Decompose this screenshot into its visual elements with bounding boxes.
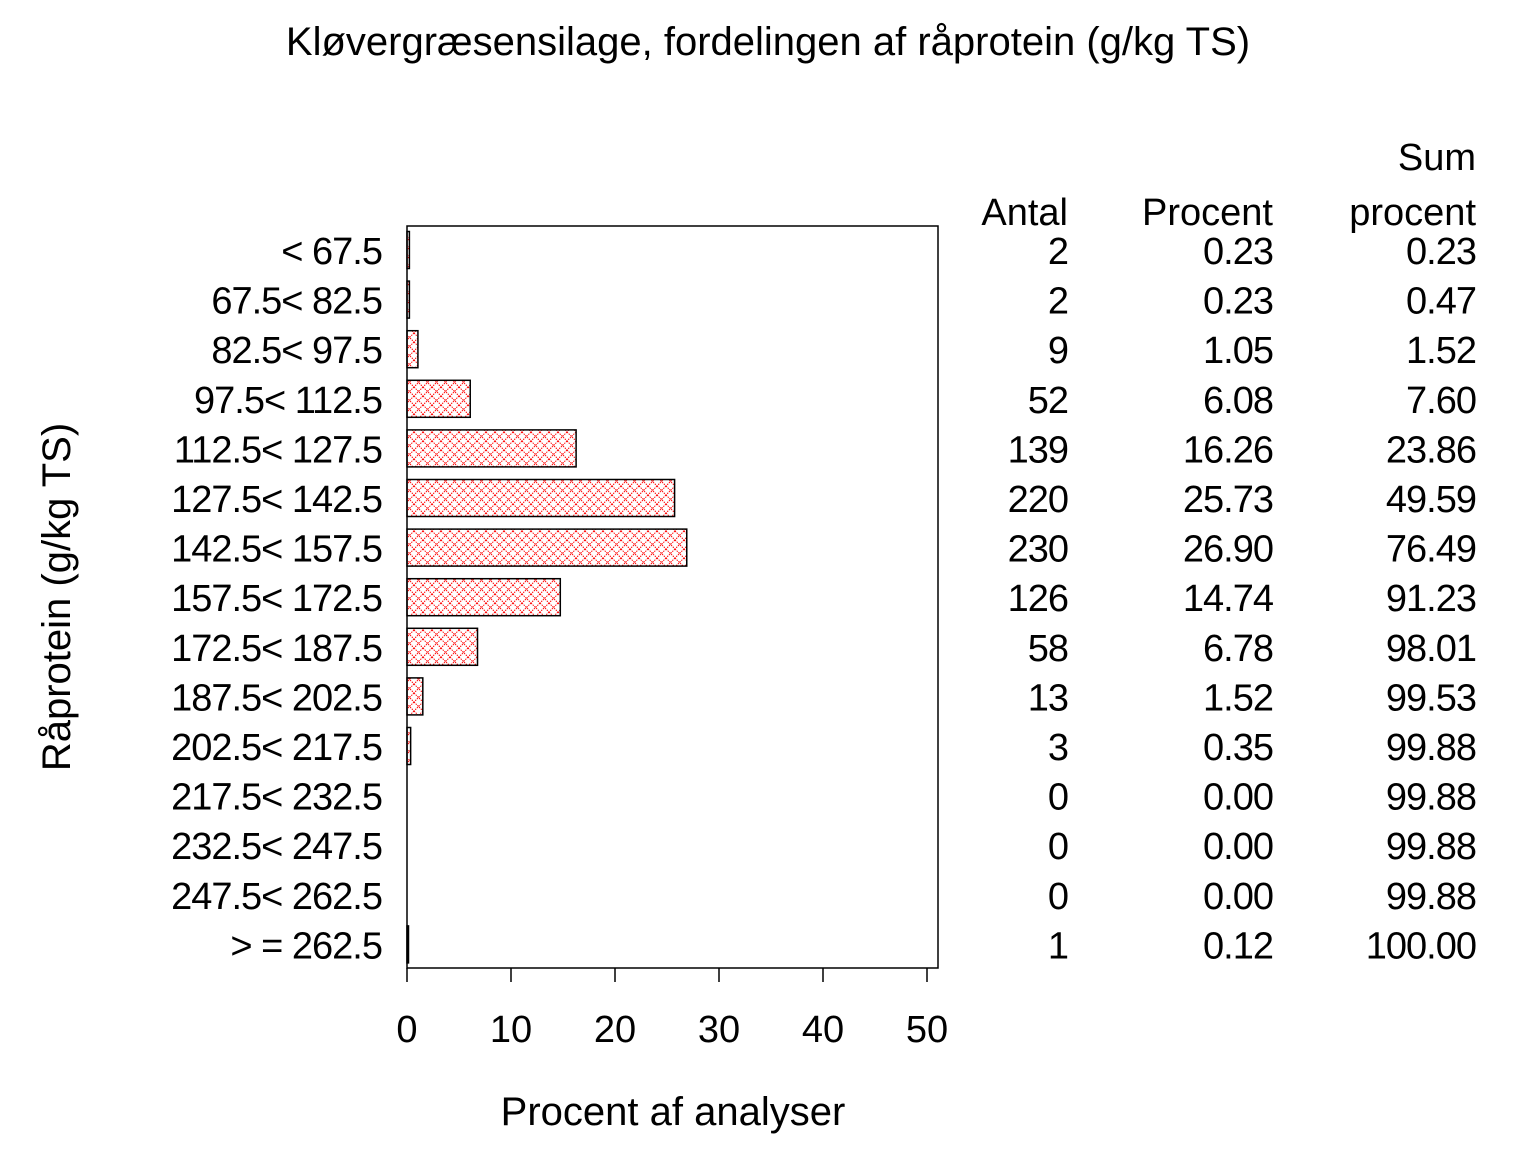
sum-procent-value: 0.23 bbox=[1406, 231, 1476, 273]
sum-procent-value: 23.86 bbox=[1386, 429, 1476, 471]
antal-value: 2 bbox=[1048, 231, 1068, 273]
sum-procent-value: 99.88 bbox=[1386, 876, 1476, 918]
bar bbox=[406, 726, 412, 766]
x-tick-label: 0 bbox=[396, 1009, 417, 1051]
procent-value: 0.23 bbox=[1203, 281, 1273, 323]
sum-procent-value: 7.60 bbox=[1406, 380, 1476, 422]
y-tick-label: 187.5< 202.5 bbox=[171, 677, 382, 719]
bar bbox=[406, 379, 471, 419]
sum-procent-value: 99.88 bbox=[1386, 727, 1476, 769]
antal-value: 230 bbox=[1008, 529, 1068, 571]
y-tick-label: 232.5< 247.5 bbox=[171, 826, 382, 868]
bar bbox=[406, 280, 411, 319]
sum-procent-value: 98.01 bbox=[1386, 628, 1476, 670]
procent-value: 0.00 bbox=[1203, 826, 1273, 868]
y-tick-label: 97.5< 112.5 bbox=[194, 380, 382, 422]
y-tick-label: 82.5< 97.5 bbox=[211, 330, 382, 372]
chart-title: Kløvergræsensilage, fordelingen af råpro… bbox=[286, 20, 1250, 64]
antal-value: 13 bbox=[1028, 677, 1068, 719]
bar bbox=[406, 329, 419, 369]
antal-value: 126 bbox=[1008, 578, 1068, 620]
y-tick-label: 247.5< 262.5 bbox=[171, 876, 382, 918]
bar bbox=[406, 429, 577, 468]
antal-value: 220 bbox=[1008, 479, 1068, 521]
bar bbox=[406, 230, 411, 270]
sum-procent-value: 99.53 bbox=[1386, 677, 1476, 719]
antal-value: 139 bbox=[1008, 429, 1068, 471]
sum-procent-value: 49.59 bbox=[1386, 479, 1476, 521]
y-tick-label: 217.5< 232.5 bbox=[171, 777, 382, 819]
y-tick-label: 202.5< 217.5 bbox=[171, 727, 382, 769]
x-tick-label: 50 bbox=[906, 1009, 948, 1051]
procent-header-line2: Procent bbox=[1142, 192, 1273, 234]
y-tick-label: 112.5< 127.5 bbox=[174, 429, 382, 471]
sum-header-line2: procent bbox=[1349, 192, 1476, 234]
x-tick-label: 30 bbox=[698, 1009, 740, 1051]
y-tick-label: 172.5< 187.5 bbox=[171, 628, 382, 670]
sum-procent-value: 99.88 bbox=[1386, 826, 1476, 868]
procent-value: 0.35 bbox=[1203, 727, 1273, 769]
y-tick-label: 157.5< 172.5 bbox=[171, 578, 382, 620]
sum-procent-value: 76.49 bbox=[1386, 529, 1476, 571]
antal-value: 3 bbox=[1048, 727, 1068, 769]
antal-value: 58 bbox=[1028, 628, 1068, 670]
antal-value: 0 bbox=[1048, 876, 1068, 918]
bar bbox=[406, 677, 424, 716]
antal-value: 52 bbox=[1028, 380, 1068, 422]
sum-procent-value: 99.88 bbox=[1386, 777, 1476, 819]
y-tick-label: 127.5< 142.5 bbox=[171, 479, 382, 521]
y-tick-label: 67.5< 82.5 bbox=[211, 281, 382, 323]
sum-procent-value: 0.47 bbox=[1406, 281, 1476, 323]
procent-value: 1.52 bbox=[1203, 677, 1273, 719]
procent-value: 0.12 bbox=[1203, 925, 1273, 967]
procent-value: 25.73 bbox=[1183, 479, 1273, 521]
procent-value: 26.90 bbox=[1183, 529, 1273, 571]
procent-value: 14.74 bbox=[1183, 578, 1274, 620]
antal-value: 0 bbox=[1048, 826, 1068, 868]
procent-value: 0.00 bbox=[1203, 777, 1273, 819]
procent-value: 0.00 bbox=[1203, 876, 1273, 918]
procent-value: 16.26 bbox=[1183, 429, 1273, 471]
procent-value: 1.05 bbox=[1203, 330, 1273, 372]
bar bbox=[406, 478, 676, 518]
antal-value: 0 bbox=[1048, 777, 1068, 819]
antal-value: 2 bbox=[1048, 281, 1068, 323]
bar bbox=[406, 577, 562, 617]
x-tick-label: 10 bbox=[490, 1009, 532, 1051]
y-axis-label: Råprotein (g/kg TS) bbox=[35, 423, 79, 771]
y-tick-label: > = 262.5 bbox=[230, 925, 382, 967]
x-tick-label: 40 bbox=[802, 1009, 844, 1051]
sum-procent-value: 91.23 bbox=[1386, 578, 1476, 620]
bar bbox=[406, 925, 410, 964]
sum-header-line1: Sum bbox=[1398, 137, 1476, 179]
sum-procent-value: 1.52 bbox=[1406, 330, 1476, 372]
procent-value: 6.08 bbox=[1203, 380, 1273, 422]
antal-header-line2: Antal bbox=[981, 192, 1068, 234]
x-axis-label: Procent af analyser bbox=[501, 1090, 846, 1134]
y-tick-label: < 67.5 bbox=[281, 231, 382, 273]
y-tick-label: 142.5< 157.5 bbox=[171, 529, 382, 571]
x-tick-label: 20 bbox=[594, 1009, 636, 1051]
bar bbox=[406, 627, 479, 667]
sum-procent-value: 100.00 bbox=[1366, 925, 1476, 967]
bar bbox=[406, 528, 688, 567]
procent-value: 6.78 bbox=[1203, 628, 1273, 670]
procent-value: 0.23 bbox=[1203, 231, 1273, 273]
antal-value: 1 bbox=[1048, 925, 1068, 967]
antal-value: 9 bbox=[1048, 330, 1068, 372]
